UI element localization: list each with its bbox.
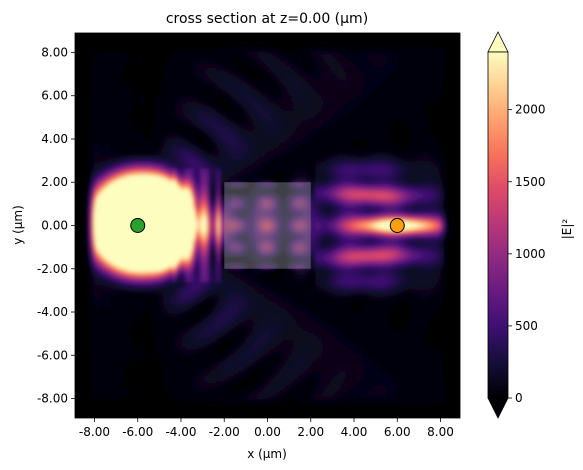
x-tick-label: -6.00	[122, 425, 153, 439]
y-tick-label: 4.00	[41, 132, 68, 146]
colorbar: 0 500 1000 1500 2000 |E|²	[487, 31, 574, 419]
x-tick-label: 8.00	[427, 425, 454, 439]
x-tick-label: 0.00	[254, 425, 281, 439]
y-tick-label: -4.00	[37, 305, 68, 319]
colorbar-tick-label: 0	[515, 391, 523, 405]
colorbar-tick-label: 1000	[515, 247, 546, 261]
y-tick-label: -6.00	[37, 348, 68, 362]
structure-overlay	[224, 182, 311, 269]
colorbar-label: |E|²	[560, 219, 574, 240]
colorbar-gradient	[487, 51, 509, 399]
colorbar-extend-bottom	[487, 397, 509, 419]
y-tick-label: -2.00	[37, 262, 68, 276]
y-axis: 8.00 6.00 4.00 2.00 0.00 -2.00 -4.00 -6.00 -8.00	[37, 45, 75, 406]
x-tick-label: 2.00	[297, 425, 324, 439]
colorbar-tick-label: 500	[515, 319, 538, 333]
colorbar-tick-label: 1500	[515, 175, 546, 189]
colorbar-extend-top	[487, 31, 509, 53]
chart-title: cross section at z=0.00 (μm)	[166, 11, 368, 27]
y-tick-label: 6.00	[41, 89, 68, 103]
colorbar-tick-label: 2000	[515, 103, 546, 117]
source-marker	[130, 218, 146, 233]
y-axis-label: y (μm)	[11, 205, 25, 245]
x-axis-label: x (μm)	[247, 447, 287, 461]
x-tick-label: -8.00	[79, 425, 110, 439]
markers	[130, 218, 405, 233]
y-tick-label: 8.00	[41, 45, 68, 59]
y-tick-label: 2.00	[41, 175, 68, 189]
x-tick-label: 4.00	[341, 425, 368, 439]
plot-area	[74, 32, 461, 419]
x-tick-label: -4.00	[165, 425, 196, 439]
x-tick-label: -2.00	[209, 425, 240, 439]
y-tick-label: 0.00	[41, 219, 68, 233]
colorbar-ticks: 0 500 1000 1500 2000	[508, 103, 546, 405]
y-tick-label: -8.00	[37, 392, 68, 406]
x-tick-label: 6.00	[384, 425, 411, 439]
monitor-marker	[389, 218, 405, 233]
x-axis: -8.00 -6.00 -4.00 -2.00 0.00 2.00 4.00 6.00 8.00	[79, 418, 454, 439]
